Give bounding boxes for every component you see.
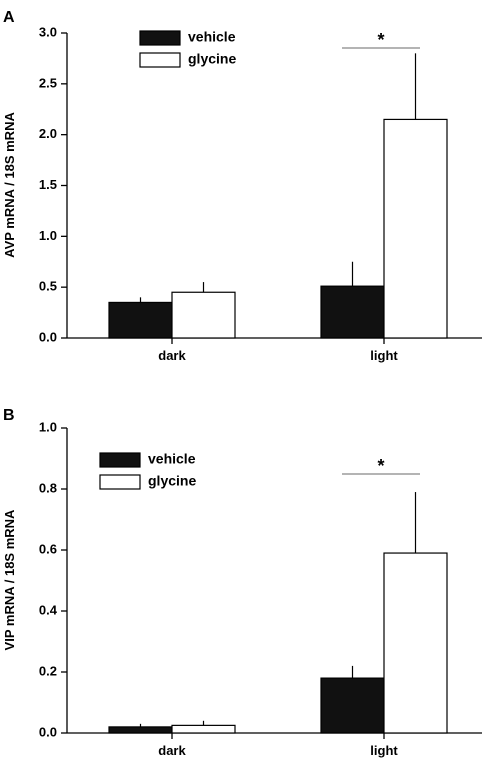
bar-vehicle-light [320, 677, 385, 734]
y-tick-label: 1.0 [39, 419, 57, 434]
legend-label-glycine: glycine [148, 473, 196, 489]
legend-label-vehicle: vehicle [188, 29, 236, 45]
x-tick-label: light [370, 743, 398, 758]
significance-marker: * [377, 30, 384, 50]
bar-vehicle-dark [108, 301, 173, 339]
bar-glycine-light [383, 552, 448, 734]
y-tick-label: 0.0 [39, 329, 57, 344]
panel-a: A AVP mRNA / 18S mRNA 0.0 0.5 1.0 1.5 2.0 2.5 3.… [2, 9, 482, 363]
bar-vehicle-light [320, 285, 385, 339]
y-axis-title: AVP mRNA / 18S mRNA [2, 112, 17, 258]
bar-glycine-light [383, 118, 448, 339]
y-axis-title: VIP mRNA / 18S mRNA [2, 509, 17, 650]
x-tick-label: dark [158, 743, 186, 758]
y-tick-label: 3.0 [39, 24, 57, 39]
y-tick-label: 0.6 [39, 541, 57, 556]
y-tick-label: 0.4 [39, 602, 58, 617]
panel-letter: A [3, 9, 15, 26]
y-tick-label: 2.5 [39, 75, 57, 90]
legend-swatch-glycine [139, 52, 181, 68]
legend-label-vehicle: vehicle [148, 451, 196, 467]
legend-swatch-vehicle [99, 452, 141, 468]
panel-b: B VIP mRNA / 18S mRNA 0.0 0.2 0.4 0.6 0.8 1.0 da… [2, 407, 482, 758]
y-tick-label: 1.0 [39, 228, 57, 243]
legend-swatch-glycine [99, 474, 141, 490]
y-tick-label: 0.5 [39, 279, 57, 294]
significance-marker: * [377, 456, 384, 476]
legend-swatch-vehicle [139, 30, 181, 46]
panel-letter: B [3, 407, 15, 424]
legend-label-glycine: glycine [188, 51, 236, 67]
bar-vehicle-dark [108, 726, 173, 734]
x-tick-label: light [370, 348, 398, 363]
y-tick-label: 1.5 [39, 177, 57, 192]
y-tick-label: 0.8 [39, 480, 57, 495]
y-tick-label: 0.0 [39, 724, 57, 739]
x-tick-label: dark [158, 348, 186, 363]
bar-glycine-dark [171, 724, 236, 734]
bar-glycine-dark [171, 291, 236, 339]
y-tick-label: 0.2 [39, 663, 57, 678]
y-tick-label: 2.0 [39, 126, 57, 141]
